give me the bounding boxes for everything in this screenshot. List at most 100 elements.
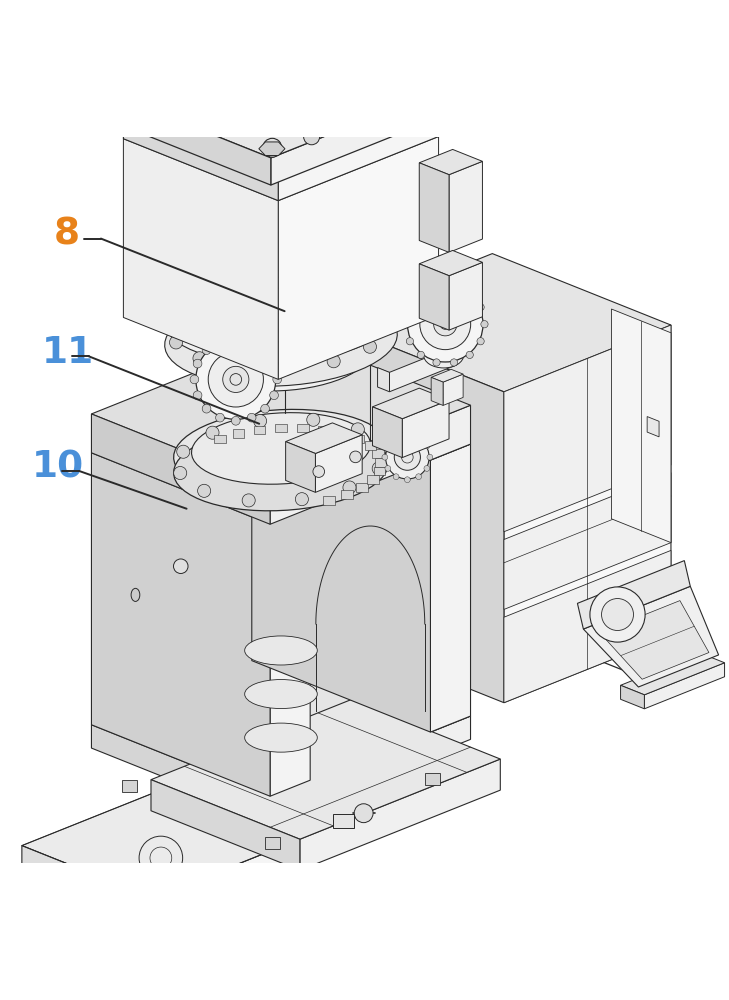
Circle shape [263,138,281,157]
Polygon shape [278,137,439,379]
Bar [373,449,384,458]
Polygon shape [91,725,270,820]
Polygon shape [290,275,365,305]
Circle shape [364,340,376,353]
Circle shape [206,426,219,439]
Polygon shape [91,334,470,485]
Circle shape [406,304,413,311]
Bar [282,716,297,728]
Polygon shape [300,759,500,870]
Bar [341,490,353,499]
Circle shape [313,466,324,477]
Polygon shape [174,425,389,511]
Circle shape [242,494,255,507]
Ellipse shape [245,636,317,665]
Circle shape [477,304,484,311]
Circle shape [343,104,362,124]
Circle shape [289,306,316,332]
Polygon shape [419,250,483,276]
Bar [353,435,364,443]
Circle shape [272,313,290,332]
Circle shape [379,302,392,315]
Polygon shape [290,263,365,293]
Circle shape [304,129,319,145]
Circle shape [316,277,330,290]
Circle shape [169,336,182,349]
Circle shape [394,444,421,470]
Polygon shape [192,413,370,484]
Polygon shape [389,346,456,392]
Polygon shape [316,435,362,492]
Bar [122,780,136,792]
Circle shape [393,435,399,441]
Polygon shape [647,417,659,437]
Circle shape [174,559,188,573]
Polygon shape [91,414,270,524]
Circle shape [247,413,256,422]
Ellipse shape [131,588,140,601]
Polygon shape [373,388,449,419]
Polygon shape [325,254,671,392]
Circle shape [481,321,488,328]
Circle shape [451,359,458,366]
Circle shape [193,352,206,365]
Circle shape [434,76,445,86]
Circle shape [124,86,134,96]
Circle shape [466,290,473,297]
Circle shape [477,338,484,345]
Circle shape [273,375,281,384]
Circle shape [176,445,190,458]
Polygon shape [430,444,470,732]
Polygon shape [419,149,483,175]
Polygon shape [22,787,300,898]
Polygon shape [153,839,300,929]
Circle shape [203,48,222,67]
Bar [367,475,378,484]
Polygon shape [504,325,671,532]
Circle shape [263,304,299,341]
Circle shape [350,451,362,463]
Circle shape [174,466,187,480]
Circle shape [356,287,369,300]
Polygon shape [577,561,690,629]
Polygon shape [270,508,310,796]
Circle shape [354,804,373,823]
Circle shape [254,414,267,428]
Polygon shape [620,653,725,695]
Bar [318,426,330,434]
Ellipse shape [245,680,317,709]
Circle shape [375,441,389,454]
Polygon shape [151,780,300,870]
Circle shape [222,284,235,297]
Polygon shape [504,550,671,703]
Polygon shape [443,374,463,405]
Text: 10: 10 [32,449,84,485]
Circle shape [268,143,277,153]
Circle shape [270,359,278,368]
Polygon shape [449,161,483,252]
Circle shape [120,81,139,100]
Polygon shape [504,473,671,609]
Polygon shape [644,663,725,709]
Circle shape [427,454,433,460]
Circle shape [433,359,440,366]
Circle shape [402,321,410,328]
Circle shape [385,466,391,471]
Circle shape [202,404,211,413]
Circle shape [292,19,302,29]
Text: 11: 11 [42,335,93,371]
Circle shape [231,416,240,425]
Polygon shape [373,407,402,458]
Circle shape [223,32,239,48]
Polygon shape [252,373,470,460]
Circle shape [193,359,202,368]
Circle shape [233,361,246,374]
Polygon shape [432,72,459,86]
Polygon shape [252,389,430,732]
Polygon shape [600,601,709,679]
Bar [373,467,385,475]
Bar [233,429,244,438]
Circle shape [351,109,361,119]
Circle shape [196,339,276,419]
Bar [323,496,335,505]
